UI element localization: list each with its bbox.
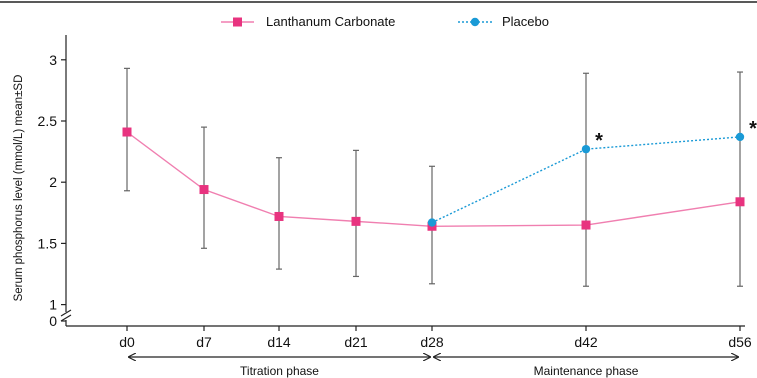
y-tick-label: 2.5 (38, 113, 58, 129)
data-point-square (199, 185, 209, 195)
error-bars (124, 67, 743, 287)
series-line-lanthanum-carbonate (126, 131, 741, 227)
y-ticks: 01 1.5 2 2.5 3 (38, 52, 66, 329)
legend-marker-lanthanum (233, 17, 242, 27)
legend-label-lanthanum: Lanthanum Carbonate (266, 14, 395, 29)
x-tick-label: d0 (119, 334, 135, 350)
phase-label: Maintenance phase (534, 364, 639, 378)
data-point-square (274, 211, 284, 221)
significance-star: * (595, 130, 603, 152)
y-axis-title: Serum phosphorus level (mmol/L) mean±SD (13, 75, 25, 302)
y-tick-label: 1 (49, 297, 57, 313)
x-tick-label: d21 (344, 334, 368, 350)
x-tick-label: d28 (420, 334, 444, 350)
data-point-square (735, 197, 745, 207)
data-point-circle (581, 144, 591, 154)
data-point-square (122, 127, 132, 137)
x-tick-label: d42 (574, 334, 598, 350)
data-point-square (351, 216, 361, 226)
data-point-circle (427, 218, 437, 227)
y-axis-break-mark (60, 309, 72, 322)
legend-label-placebo: Placebo (502, 14, 549, 29)
data-point-circle (735, 132, 745, 142)
x-ticks: d0 d7 d14 d21 d28 d42 d56 (119, 326, 752, 350)
data-point-square (581, 220, 591, 230)
phase-label: Titration phase (240, 364, 319, 378)
x-tick-label: d56 (728, 334, 752, 350)
series-markers (122, 127, 745, 231)
x-tick-label: d14 (267, 334, 291, 350)
phase-arrows: Titration phase Maintenance phase (129, 357, 738, 378)
significance-star: * (749, 118, 757, 140)
y-tick-label: 3 (49, 52, 57, 68)
series-lines (126, 131, 741, 227)
significance-annotations: ** (595, 118, 757, 152)
y-tick-label: 0 (49, 313, 57, 329)
axes (60, 35, 745, 327)
legend: Lanthanum Carbonate Placebo (221, 14, 549, 29)
y-tick-label: 1.5 (38, 235, 58, 251)
x-tick-label: d7 (196, 334, 212, 350)
legend-marker-placebo (470, 17, 480, 27)
series-line-placebo (431, 136, 741, 224)
y-tick-label: 2 (49, 174, 57, 190)
